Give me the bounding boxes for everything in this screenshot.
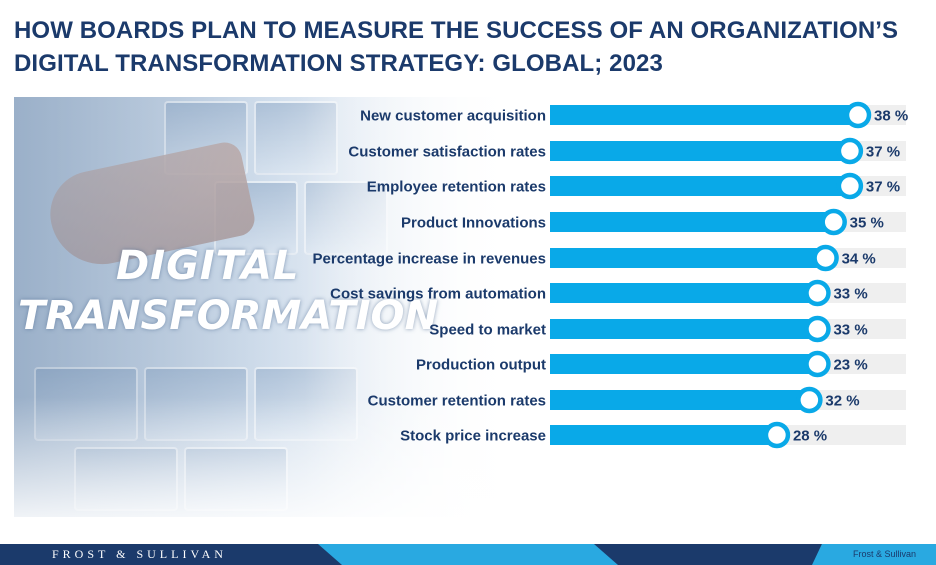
footer-brand: FROST & SULLIVAN — [52, 547, 227, 561]
bar-marker — [804, 279, 831, 307]
category-label: Percentage increase in revenues — [313, 251, 546, 268]
data-label: 37 % — [866, 179, 900, 196]
category-label: Production output — [416, 357, 546, 374]
category-label: Customer retention rates — [368, 393, 546, 410]
category-label: Stock price increase — [400, 428, 546, 445]
footer-copyright: Frost & Sullivan — [852, 549, 916, 559]
category-label: Customer satisfaction rates — [348, 144, 546, 161]
page-title-line-1: HOW BOARDS PLAN TO MEASURE THE SUCCESS O… — [14, 17, 899, 44]
page-title: HOW BOARDS PLAN TO MEASURE THE SUCCESS O… — [14, 14, 924, 80]
digital-transformation-image: DIGITAL TRANSFORMATION — [14, 97, 544, 517]
bar — [550, 390, 810, 410]
footer-accent-right — [812, 544, 936, 565]
category-label: Product Innovations — [401, 215, 546, 232]
bar-marker — [796, 386, 823, 414]
data-label: 32 % — [825, 393, 859, 410]
image-text-digital: DIGITAL — [116, 243, 300, 289]
bar — [550, 105, 858, 125]
footer: FROST & SULLIVAN Frost & Sullivan — [0, 544, 936, 565]
bar — [550, 283, 818, 303]
bar — [550, 319, 818, 339]
category-label: New customer acquisition — [360, 108, 546, 125]
bar-marker — [763, 421, 791, 449]
bar-marker — [804, 350, 831, 378]
bar — [550, 425, 777, 445]
footer-accent — [318, 544, 618, 565]
bar — [550, 176, 850, 196]
bar — [550, 141, 850, 161]
page-title-line-2: DIGITAL TRANSFORMATION STRATEGY: GLOBAL;… — [14, 50, 663, 77]
data-label: 38 % — [874, 108, 908, 125]
bar-marker — [820, 208, 847, 236]
bar — [550, 354, 818, 374]
data-label: 37 % — [866, 144, 900, 161]
bar — [550, 212, 834, 232]
bar-marker — [804, 315, 831, 343]
bar-marker — [836, 137, 864, 165]
category-label: Speed to market — [429, 322, 546, 339]
bar-chart: New customer acquisition 38 % Customer sat… — [313, 101, 908, 449]
data-label: 28 % — [793, 428, 827, 445]
data-label: 33 % — [833, 286, 867, 303]
bar — [550, 248, 826, 268]
bar-marker — [812, 244, 839, 272]
data-label: 35 % — [850, 215, 884, 232]
category-label: Cost savings from automation — [330, 286, 546, 303]
data-label: 33 % — [833, 322, 867, 339]
image-text-transformation: TRANSFORMATION — [18, 293, 439, 339]
category-label: Employee retention rates — [367, 179, 546, 196]
data-label: 34 % — [842, 251, 876, 268]
bar-marker — [836, 172, 864, 200]
data-label: 23 % — [833, 357, 867, 374]
bar-marker — [844, 101, 872, 129]
